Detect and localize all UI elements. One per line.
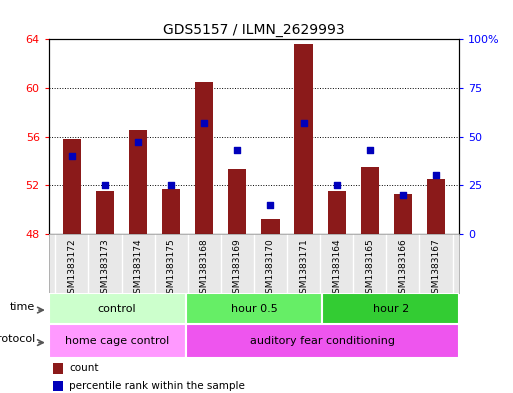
Text: GSM1383164: GSM1383164: [332, 239, 341, 299]
Title: GDS5157 / ILMN_2629993: GDS5157 / ILMN_2629993: [163, 23, 345, 37]
Bar: [427, 179, 445, 234]
Text: GSM1383169: GSM1383169: [233, 239, 242, 299]
Point: [233, 147, 242, 153]
Bar: [96, 191, 114, 234]
Point: [167, 182, 175, 188]
Bar: [49, 293, 186, 324]
Bar: [228, 169, 246, 234]
Text: GSM1383170: GSM1383170: [266, 239, 275, 299]
Bar: [186, 293, 322, 324]
Point: [266, 202, 274, 208]
Text: GSM1383165: GSM1383165: [365, 239, 374, 299]
Text: count: count: [69, 363, 99, 373]
Text: GSM1383166: GSM1383166: [399, 239, 407, 299]
Point: [432, 172, 440, 178]
Text: percentile rank within the sample: percentile rank within the sample: [69, 381, 245, 391]
Text: GSM1383173: GSM1383173: [101, 239, 109, 299]
Text: GSM1383174: GSM1383174: [133, 239, 143, 299]
Text: auditory fear conditioning: auditory fear conditioning: [250, 336, 395, 346]
Bar: [129, 130, 147, 234]
Bar: [322, 293, 459, 324]
Point: [332, 182, 341, 188]
Point: [366, 147, 374, 153]
Bar: [394, 194, 412, 234]
Text: GSM1383171: GSM1383171: [299, 239, 308, 299]
Bar: [162, 189, 180, 234]
Text: protocol: protocol: [0, 334, 35, 344]
Text: time: time: [10, 302, 35, 312]
Bar: [53, 363, 63, 373]
Bar: [63, 139, 81, 234]
Text: GSM1383167: GSM1383167: [431, 239, 441, 299]
Bar: [53, 380, 63, 391]
Point: [68, 153, 76, 159]
Text: GSM1383172: GSM1383172: [67, 239, 76, 299]
Point: [399, 192, 407, 198]
Point: [134, 139, 142, 145]
Point: [101, 182, 109, 188]
Bar: [262, 219, 280, 234]
Text: control: control: [98, 303, 136, 314]
Bar: [294, 44, 313, 234]
Bar: [49, 324, 186, 358]
Bar: [328, 191, 346, 234]
Point: [300, 120, 308, 126]
Bar: [186, 324, 459, 358]
Text: home cage control: home cage control: [65, 336, 169, 346]
Point: [200, 120, 208, 126]
Bar: [195, 82, 213, 234]
Bar: [361, 167, 379, 234]
Text: hour 0.5: hour 0.5: [230, 303, 278, 314]
Text: GSM1383168: GSM1383168: [200, 239, 209, 299]
Text: hour 2: hour 2: [372, 303, 409, 314]
Text: GSM1383175: GSM1383175: [167, 239, 175, 299]
